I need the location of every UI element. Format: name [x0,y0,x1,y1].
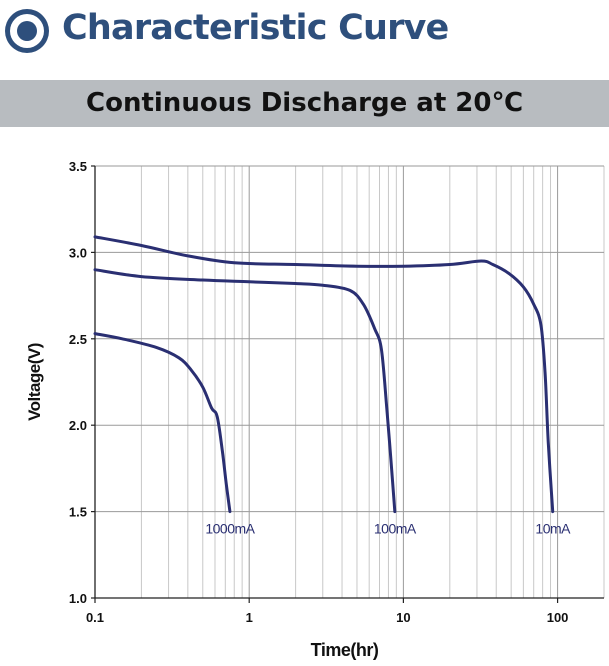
series-line-100mA [93,268,397,514]
header: Characteristic Curve [0,0,609,66]
target-icon [5,9,49,53]
subtitle-bar: Continuous Discharge at 20℃ [0,80,609,127]
y-tick-label: 3.0 [69,245,87,260]
chart-labels: 1000mA 100mA 10mA [205,521,571,537]
y-tick-label: 1.5 [69,505,87,520]
series-label-10mA: 10mA [535,521,571,537]
x-tick-label: 0.1 [86,610,104,625]
chart-series [93,235,555,514]
y-tick-label: 1.0 [69,591,87,606]
y-tick-label: 2.0 [69,418,87,433]
x-tick-label: 100 [547,610,569,625]
chart-subtitle: Continuous Discharge at 20℃ [86,88,523,118]
x-axis-label: Time(hr) [311,640,379,660]
series-label-1000mA: 1000mA [205,521,255,537]
page-title: Characteristic Curve [62,8,449,48]
y-tick-label: 3.5 [69,159,87,174]
x-tick-label: 10 [396,610,410,625]
x-tick-label: 1 [246,610,253,625]
chart-axes: 1.0 1.5 2.0 2.5 3.0 3.5 0.1 1 10 100 Time(hr) Volta… [25,159,604,660]
discharge-chart: 1.0 1.5 2.0 2.5 3.0 3.5 0.1 1 10 100 Time(hr) Volta… [25,159,605,660]
series-line-10mA [93,235,555,514]
series-label-100mA: 100mA [374,521,417,537]
y-tick-label: 2.5 [69,332,87,347]
series-line-1000mA [93,332,232,514]
y-axis-label: Voltage(V) [25,343,44,421]
chart-grid [94,165,605,599]
